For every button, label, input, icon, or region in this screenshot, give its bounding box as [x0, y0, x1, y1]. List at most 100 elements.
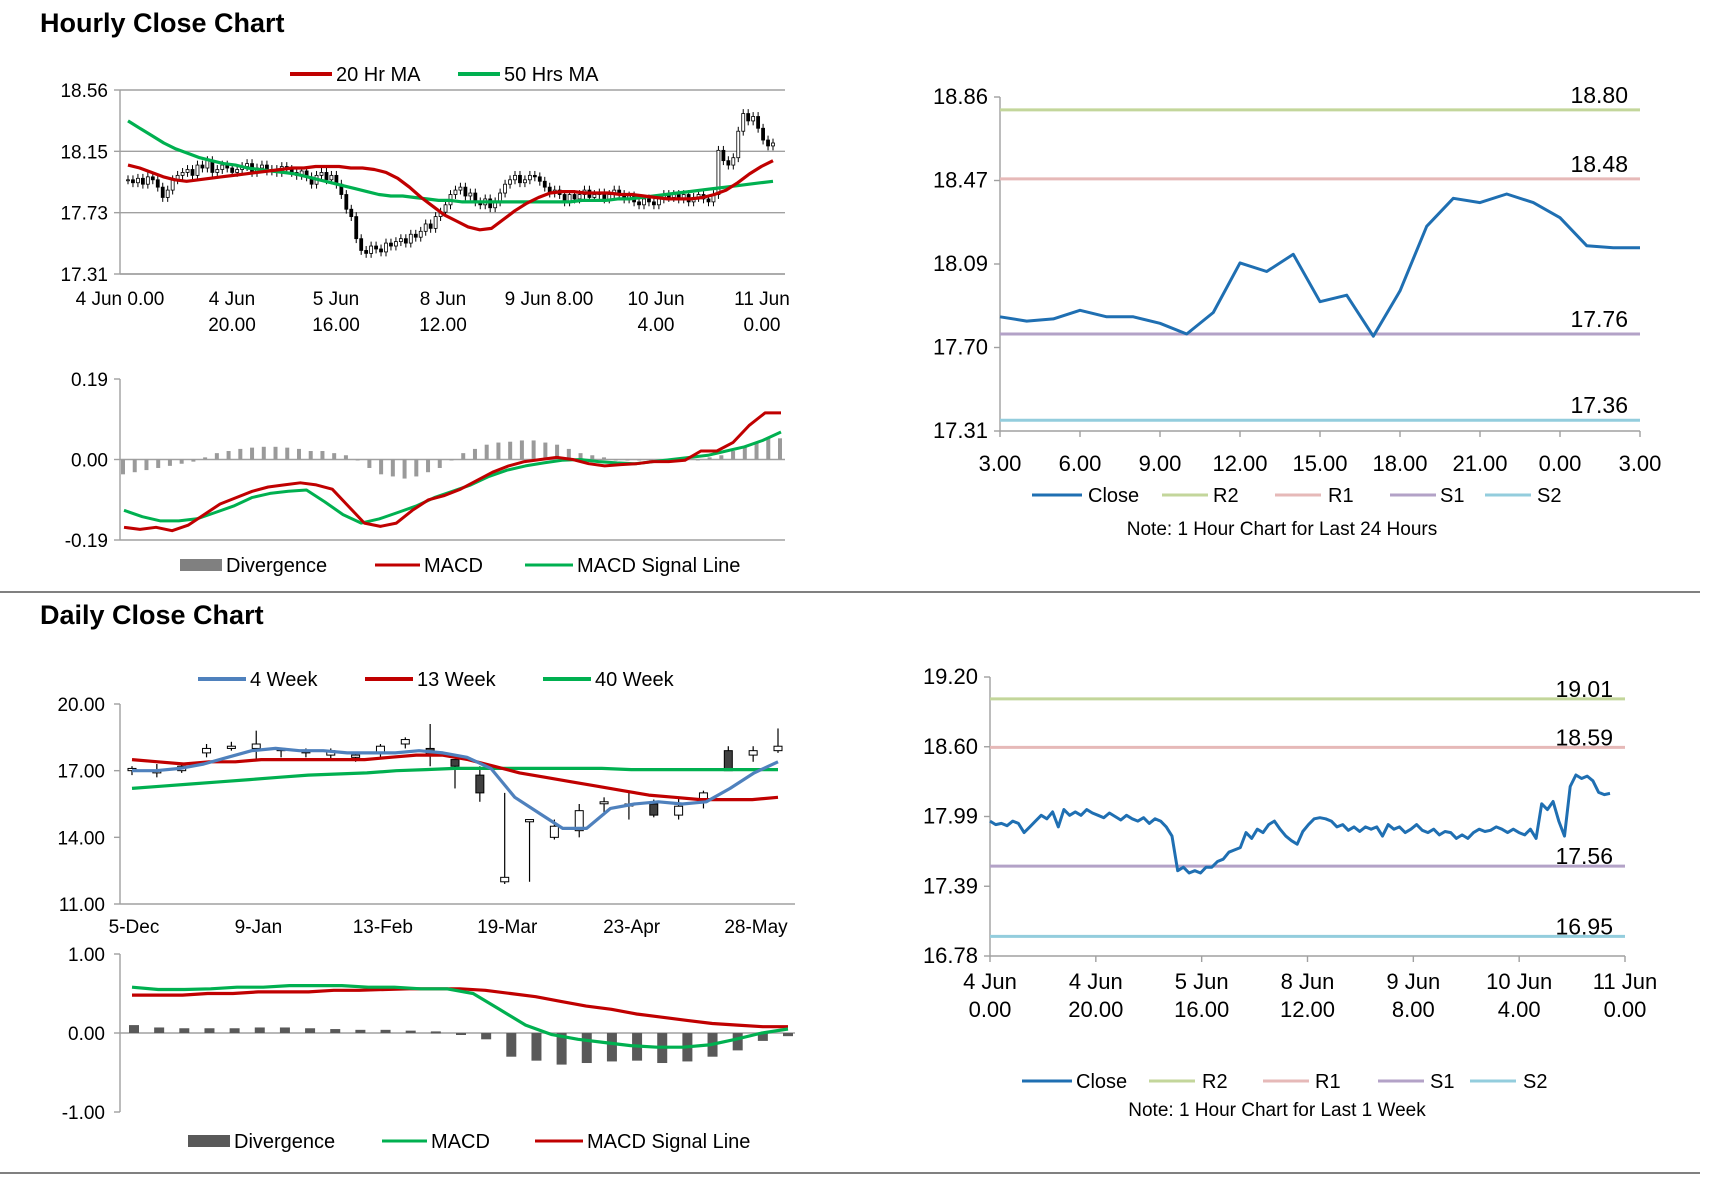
x-tick-label: 9 Jun 8.00: [505, 289, 594, 310]
legend-s2: S2: [1537, 485, 1561, 507]
divergence-bar: [367, 459, 372, 468]
x-tick-label: 9-Jan: [235, 917, 283, 938]
divergence-bar: [238, 448, 243, 460]
candle-body: [518, 174, 522, 184]
candle-body: [359, 238, 364, 251]
candle-body: [500, 876, 510, 883]
candle-body: [400, 739, 410, 745]
legend-divergence: Divergence: [234, 1131, 335, 1153]
candle-body: [205, 160, 210, 169]
divergence-bar: [204, 1028, 215, 1033]
candle-body: [574, 810, 584, 832]
candle-body: [394, 241, 398, 247]
candle-body: [379, 248, 383, 253]
y-tick-label: 19.20: [923, 664, 978, 689]
legend-r2: R2: [1213, 485, 1239, 507]
candle-body: [736, 130, 741, 159]
candle-body: [513, 174, 517, 181]
x-tick-label: 23-Apr: [603, 917, 661, 938]
divergence-bar: [379, 459, 384, 475]
candle-body: [433, 216, 438, 229]
candle-body: [364, 250, 369, 254]
divergence-bar: [437, 459, 442, 468]
y-tick-label: 17.00: [57, 762, 105, 783]
y-tick-label: 17.31: [60, 265, 108, 286]
level-label-r1: 18.59: [1555, 724, 1613, 750]
legend-macd-signal: MACD Signal Line: [577, 555, 740, 577]
x-tick-label: 4 Jun: [209, 289, 255, 310]
divergence-bar: [214, 453, 219, 460]
candle-body: [443, 204, 448, 213]
x-tick-label: 4 Jun: [963, 969, 1017, 994]
divergence-bar: [296, 448, 301, 460]
divergence-bar: [129, 1025, 139, 1033]
candle-body: [155, 179, 160, 188]
candle-body: [190, 169, 195, 176]
close-line: [999, 192, 1640, 338]
x-tick-label: 18.00: [1372, 451, 1427, 476]
candle-body: [647, 198, 651, 203]
divergence-bar: [273, 446, 278, 460]
daily-section-title: Daily Close Chart: [40, 600, 264, 630]
divergence-bar: [430, 1031, 441, 1034]
x-tick-label-line2: 16.00: [312, 315, 360, 336]
divergence-bar: [279, 1027, 290, 1033]
candle-body: [418, 230, 423, 238]
candle-body: [542, 180, 547, 188]
divergence-bar: [449, 459, 454, 461]
candle-body: [202, 747, 212, 754]
candle-body: [549, 825, 559, 838]
divergence-bar: [556, 1033, 567, 1065]
chart-note: Note: 1 Hour Chart for Last 1 Week: [1128, 1100, 1426, 1121]
divergence-bar: [426, 459, 431, 473]
candle-body: [126, 179, 130, 182]
divergence-bar: [154, 1027, 165, 1033]
y-tick-label: 18.60: [923, 734, 978, 759]
ma20-line: [127, 159, 774, 232]
divergence-bar: [330, 1029, 341, 1033]
candle-body: [150, 176, 155, 181]
divergence-bar: [695, 459, 700, 461]
candle-body: [324, 172, 329, 181]
candle-body: [145, 176, 150, 185]
divergence-bar: [191, 459, 196, 462]
candle-body: [226, 745, 236, 749]
divergence-bar: [456, 1033, 466, 1035]
candle-body: [771, 142, 775, 147]
candle-body: [453, 189, 458, 195]
divergence-bar: [132, 459, 137, 473]
hourly-section-title: Hourly Close Chart: [40, 8, 285, 38]
divergence-bar: [506, 1033, 517, 1057]
candle-body: [215, 169, 220, 173]
candle-body: [468, 192, 473, 197]
x-tick-label: 11 Jun: [734, 289, 790, 310]
legend-40week: 40 Week: [595, 669, 675, 691]
hourly-levels-chart: 18.86 18.47 18.09 17.70 17.31 18.80 18.48 17.76…: [933, 82, 1661, 540]
y-tick-label: 0.00: [71, 451, 108, 472]
legend-s2: S2: [1523, 1071, 1547, 1093]
divergence-bar: [285, 447, 290, 460]
y-tick-label: 18.86: [933, 84, 988, 109]
divergence-bar: [613, 459, 618, 461]
legend-macd: MACD: [424, 555, 483, 577]
x-tick-label: 10 Jun: [1486, 969, 1552, 994]
divergence-bar: [343, 455, 348, 460]
divergence-bar: [402, 459, 407, 479]
candle-body: [260, 164, 264, 169]
divergence-bar: [606, 1033, 617, 1062]
y-tick-label: 18.09: [933, 251, 988, 276]
divergence-bar: [254, 1027, 265, 1033]
y-tick-label: 0.19: [71, 370, 108, 391]
candle-body: [195, 164, 200, 176]
legend-r1: R1: [1328, 485, 1354, 507]
x-tick-label-line2: 0.00: [744, 315, 781, 336]
divergence-bar: [414, 459, 419, 477]
legend-divergence: Divergence: [226, 555, 327, 577]
x-tick-label: 19-Mar: [477, 917, 538, 938]
hourly-price-chart: 18.56 18.15 17.73 17.31 4 Jun 0.00 4 Jun 20.00…: [60, 64, 790, 336]
divergence-bar: [783, 1033, 793, 1037]
x-tick-label: 12.00: [1212, 451, 1267, 476]
candle-body: [235, 169, 240, 173]
level-label-r2: 19.01: [1555, 676, 1613, 702]
level-label-r1: 18.48: [1570, 151, 1628, 177]
